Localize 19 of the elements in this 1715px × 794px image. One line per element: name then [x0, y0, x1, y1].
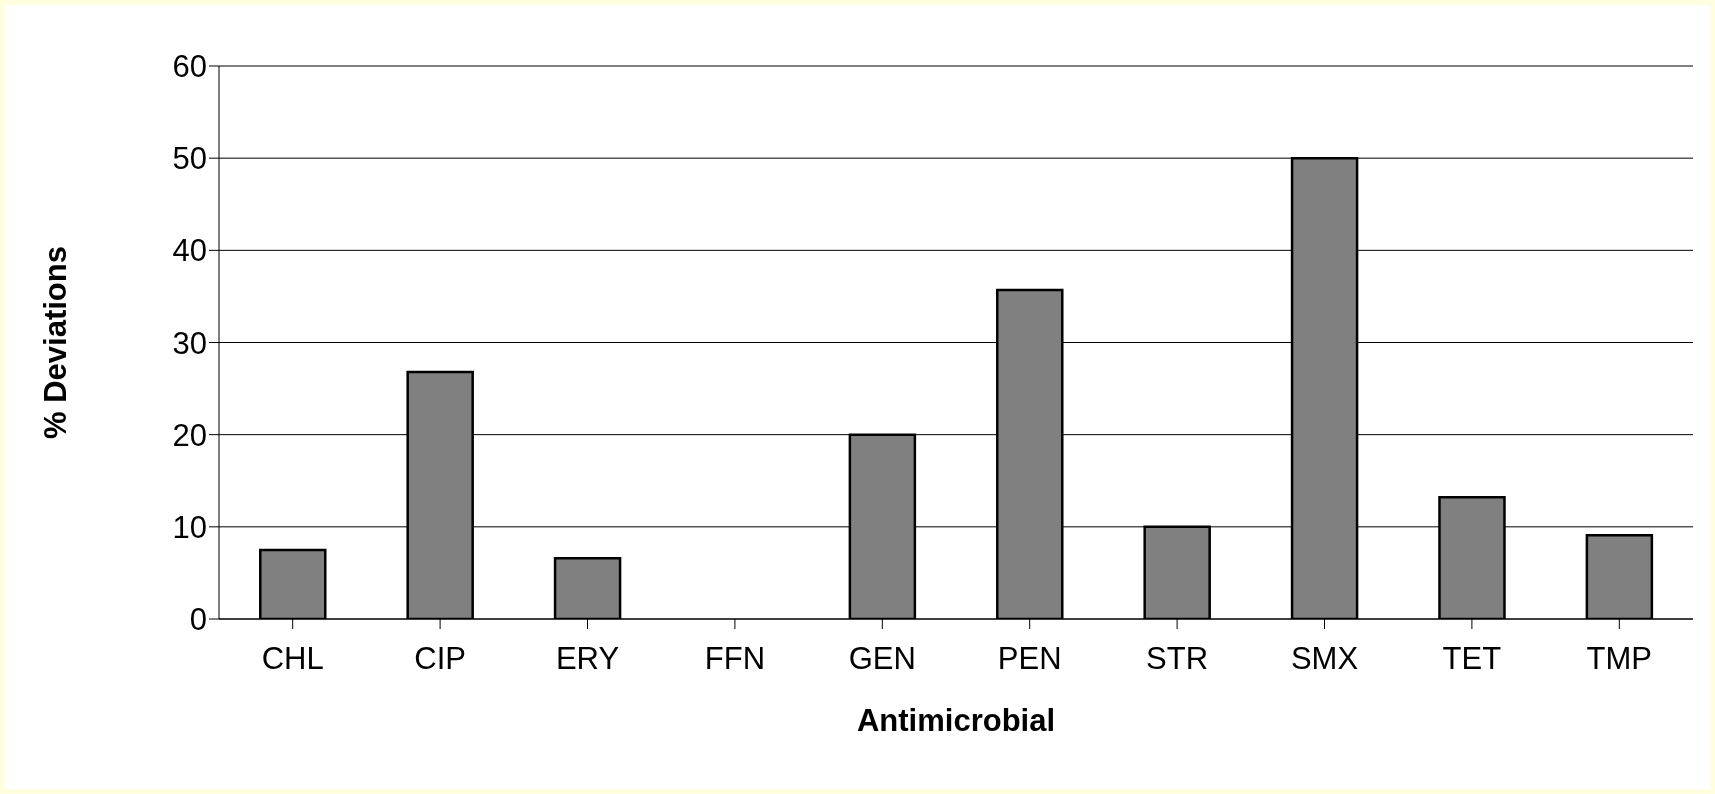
- x-tick-label: TET: [1442, 641, 1502, 677]
- x-tick-label: STR: [1146, 641, 1209, 677]
- y-tick-label: 40: [172, 233, 207, 269]
- y-tick-label: 0: [189, 602, 207, 638]
- y-tick-label: 10: [172, 509, 207, 545]
- x-tick-label: CHL: [261, 641, 324, 677]
- x-tick-label: CIP: [414, 641, 466, 677]
- y-axis-title: % Deviations: [38, 246, 74, 439]
- y-tick-label: 60: [172, 49, 207, 84]
- x-axis-title: Antimicrobial: [856, 703, 1056, 738]
- x-tick-label: FFN: [704, 641, 766, 677]
- x-tick-label: PEN: [997, 641, 1062, 677]
- x-tick-label: GEN: [848, 641, 916, 677]
- y-tick-label: 50: [172, 141, 207, 177]
- x-tick-label: ERY: [555, 641, 620, 677]
- y-tick-label: 20: [172, 417, 207, 453]
- y-tick-label: 30: [172, 325, 207, 361]
- x-tick-label: TMP: [1586, 641, 1653, 677]
- x-tick-label: SMX: [1290, 641, 1359, 677]
